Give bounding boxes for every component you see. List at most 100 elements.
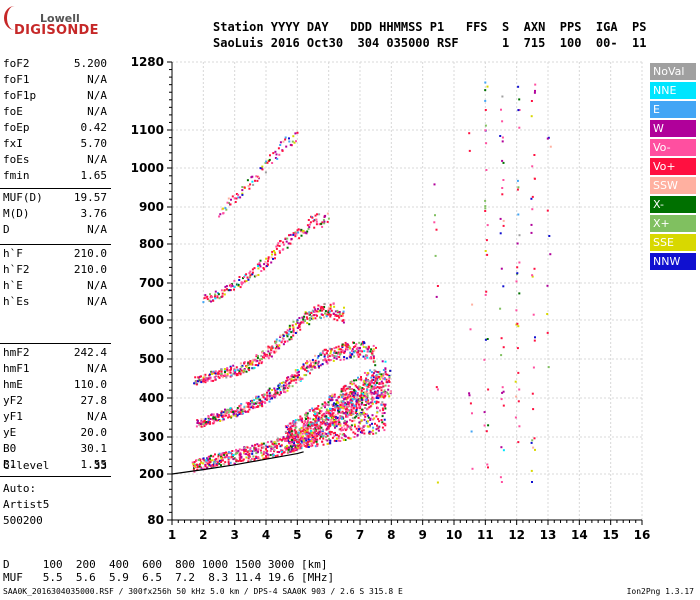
- echo-point: [330, 398, 333, 401]
- echo-point: [355, 348, 358, 350]
- echo-point: [372, 376, 375, 379]
- echo-point: [531, 195, 534, 198]
- echo-point: [265, 398, 268, 401]
- echo-point: [293, 141, 296, 144]
- echo-point: [276, 438, 279, 441]
- echo-point: [247, 405, 250, 408]
- echo-point: [297, 445, 300, 448]
- echo-point: [226, 201, 229, 204]
- echo-point: [372, 432, 375, 435]
- echo-point: [337, 315, 340, 318]
- echo-point: [258, 358, 261, 361]
- echo-point: [383, 418, 386, 421]
- echo-point: [316, 213, 318, 216]
- echo-point: [281, 149, 284, 152]
- echo-point: [289, 426, 292, 429]
- echo-point: [225, 208, 228, 211]
- echo-point: [231, 195, 234, 198]
- echo-point: [291, 374, 294, 377]
- echo-point: [238, 276, 241, 278]
- echo-point: [388, 376, 391, 378]
- echo-point: [325, 315, 328, 318]
- echo-point: [305, 316, 308, 319]
- echo-point: [193, 466, 196, 469]
- echo-point: [382, 409, 385, 412]
- echo-point: [294, 369, 297, 372]
- echo-point: [311, 434, 314, 437]
- param-key: h`E: [3, 279, 23, 292]
- echo-point: [259, 404, 261, 407]
- echo-point: [321, 309, 324, 312]
- echo-point: [387, 384, 390, 387]
- echo-point: [249, 270, 252, 273]
- echo-point: [277, 242, 280, 245]
- echo-point: [326, 212, 329, 215]
- echo-point: [306, 443, 309, 446]
- echo-point: [293, 421, 296, 424]
- echo-point: [338, 408, 341, 411]
- echo-point: [222, 207, 225, 210]
- echo-point: [220, 464, 222, 467]
- echo-point: [354, 425, 356, 428]
- echo-point: [285, 240, 288, 243]
- echo-point: [532, 366, 535, 369]
- param-row: h`F2 210.0: [3, 263, 107, 279]
- echo-point: [217, 459, 220, 462]
- echo-point: [321, 440, 324, 443]
- echo-point: [434, 214, 436, 217]
- echo-point: [278, 344, 281, 347]
- echo-point: [306, 422, 308, 425]
- echo-point: [321, 432, 324, 435]
- echo-point: [317, 419, 320, 422]
- echo-point: [359, 347, 361, 349]
- echo-point: [251, 268, 254, 271]
- echo-point: [369, 391, 372, 394]
- echo-point: [274, 347, 277, 350]
- echo-point: [370, 398, 373, 400]
- echo-point: [347, 385, 350, 388]
- echo-point: [316, 419, 318, 422]
- param-row: yE 20.0: [3, 426, 107, 442]
- echo-point: [354, 350, 357, 352]
- echo-point: [286, 379, 289, 382]
- echo-point: [344, 435, 347, 438]
- echo-point: [485, 239, 488, 242]
- echo-point: [297, 371, 300, 374]
- echo-point: [335, 425, 338, 428]
- header-columns: Station YYYY DAY DDD HHMMSS P1 FFS S AXN…: [213, 20, 647, 34]
- echo-point: [350, 388, 353, 391]
- echo-point: [226, 368, 229, 371]
- echo-point: [363, 404, 366, 406]
- echo-point: [362, 343, 364, 346]
- echo-point: [382, 377, 385, 380]
- echo-point: [266, 450, 269, 452]
- echo-point: [331, 436, 334, 439]
- echo-point: [285, 383, 288, 386]
- echo-point: [316, 435, 319, 438]
- echo-point: [319, 433, 322, 436]
- echo-point: [259, 167, 262, 170]
- echo-point: [365, 377, 368, 380]
- echo-point: [304, 419, 307, 422]
- echo-point: [334, 420, 337, 423]
- echo-point: [339, 428, 342, 431]
- echo-point: [367, 385, 370, 388]
- echo-point: [243, 405, 246, 408]
- echo-point: [333, 395, 335, 398]
- echo-point: [360, 398, 363, 401]
- echo-point: [204, 423, 207, 426]
- echo-point: [339, 415, 342, 417]
- echo-point: [347, 425, 350, 428]
- echo-point: [502, 404, 505, 407]
- echo-point: [241, 192, 244, 195]
- echo-point: [290, 424, 293, 427]
- echo-point: [287, 427, 290, 430]
- echo-point: [218, 376, 221, 379]
- echo-point: [321, 221, 324, 224]
- echo-point: [290, 443, 293, 446]
- echo-point: [280, 439, 283, 441]
- echo-point: [531, 481, 533, 483]
- echo-point: [249, 447, 252, 450]
- echo-point: [365, 374, 368, 376]
- echo-point: [344, 393, 347, 396]
